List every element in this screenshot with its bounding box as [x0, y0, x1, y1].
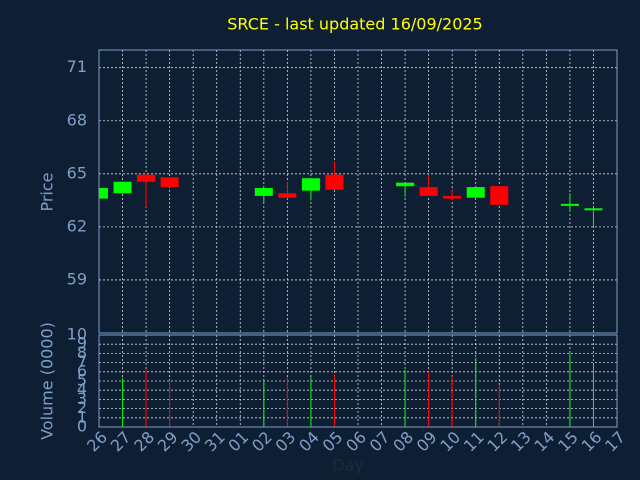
- candle-body: [466, 187, 485, 198]
- y-tick-label: 65: [67, 163, 87, 182]
- candle-body: [113, 181, 132, 194]
- x-axis-label: Day: [332, 456, 364, 475]
- volume-tick-label: 4: [77, 380, 87, 399]
- candle-body: [254, 187, 273, 196]
- volume-tick-label: 1: [77, 407, 87, 426]
- volume-tick-label: 8: [77, 343, 87, 362]
- price-frame: [98, 49, 618, 334]
- candle-body: [160, 177, 179, 188]
- candle-body: [396, 182, 415, 187]
- candle-body: [490, 186, 509, 205]
- candle-body: [419, 187, 438, 196]
- volume-axis-label: Volume (0000): [38, 322, 57, 440]
- volume-tick-label: 10: [67, 325, 87, 344]
- price-marks: [99, 161, 603, 227]
- y-tick-label: 62: [67, 216, 87, 235]
- candle-body: [301, 178, 320, 191]
- volume-tick-label: 7: [77, 352, 87, 371]
- volume-tick-label: 5: [77, 371, 87, 390]
- candle-body: [325, 174, 344, 190]
- candle-body: [137, 174, 156, 182]
- candle-body: [278, 193, 297, 198]
- volume-tick-label: 3: [77, 389, 87, 408]
- candle-body: [99, 187, 108, 199]
- y-tick-label: 59: [67, 269, 87, 288]
- y-tick-label: 68: [67, 110, 87, 129]
- y-axis-label: Price: [38, 172, 57, 211]
- y-tick-label: 71: [67, 57, 87, 76]
- candle-body: [443, 195, 462, 199]
- candle-body: [560, 203, 579, 206]
- volume-tick-label: 2: [77, 398, 87, 417]
- volume-tick-label: 0: [77, 417, 87, 436]
- volume-frame: [98, 334, 618, 428]
- candle-body: [584, 208, 603, 211]
- chart-title: SRCE - last updated 16/09/2025: [227, 15, 482, 34]
- volume-tick-label: 6: [77, 361, 87, 380]
- volume-tick-label: 9: [77, 334, 87, 353]
